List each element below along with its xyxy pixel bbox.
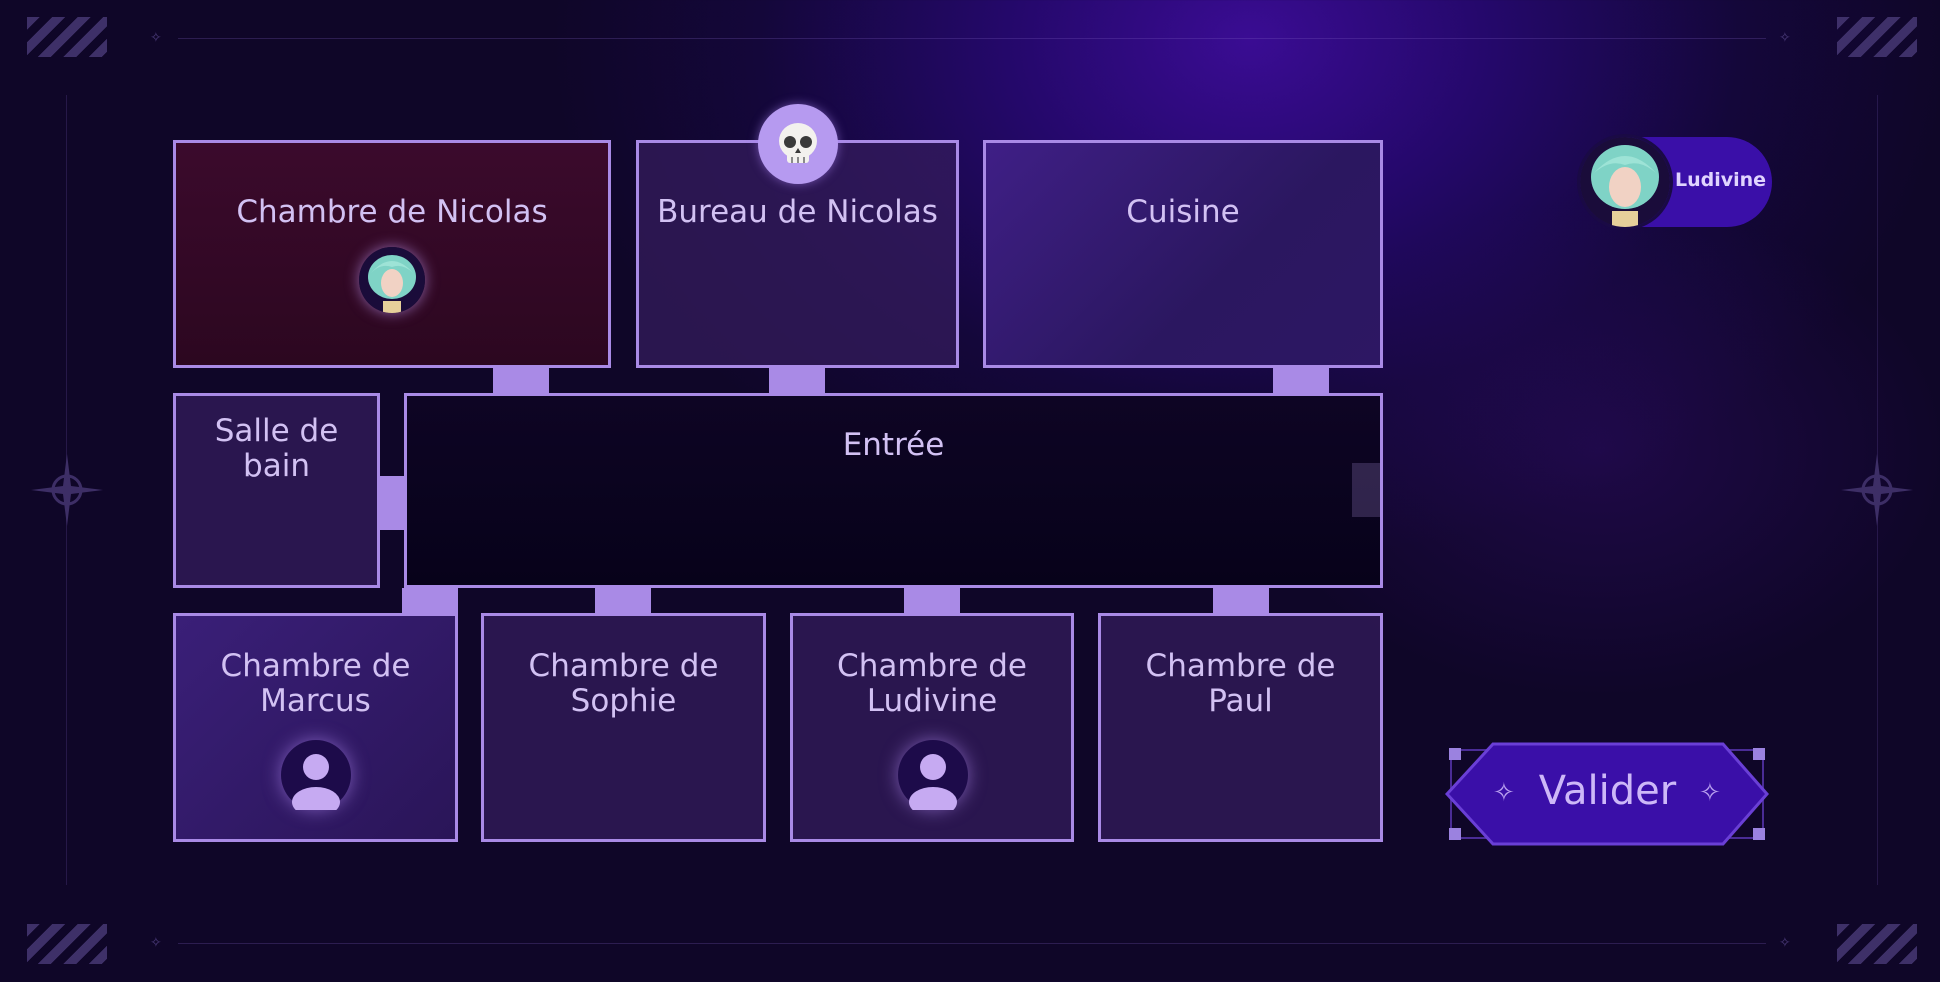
corner-stripes-top-right [1837, 17, 1917, 57]
room-label: Chambre de Paul [1101, 649, 1380, 719]
room-label-line: Ludivine [866, 683, 998, 719]
room-entree[interactable]: Entrée [404, 393, 1383, 588]
room-chambre-paul[interactable]: Chambre de Paul [1098, 613, 1383, 842]
room-label: Entrée [842, 427, 945, 463]
user-icon [292, 754, 340, 817]
player-name: Ludivine [1675, 169, 1767, 191]
sparkle-icon: ✧ [1493, 778, 1515, 808]
room-cuisine[interactable]: Cuisine [983, 140, 1383, 368]
corner-star-icon: ✧ [150, 30, 162, 46]
skull-icon [779, 123, 817, 163]
room-label-line: Chambre de [220, 648, 411, 684]
room-label-line: Salle de [214, 413, 339, 449]
corner-star-icon: ✧ [1779, 30, 1791, 46]
corner-star-icon: ✧ [1779, 935, 1791, 951]
user-icon [909, 754, 957, 817]
room-label: Chambre de Sophie [484, 649, 763, 719]
player-avatar [1580, 137, 1670, 227]
sparkle-icon: ✧ [1699, 778, 1721, 808]
player-placeholder [898, 740, 968, 817]
room-label-line: Sophie [570, 683, 677, 719]
corner-stripes-top-left [27, 17, 107, 57]
corner-stripes-bottom-right [1837, 924, 1917, 964]
room-chambre-nicolas[interactable]: Chambre de Nicolas [173, 140, 611, 368]
validate-button-frame [1445, 742, 1769, 846]
room-label-line: Chambre de [1145, 648, 1336, 684]
room-chambre-marcus[interactable]: Chambre de Marcus [173, 613, 458, 842]
room-label-line: Marcus [260, 683, 371, 719]
room-chambre-ludivine[interactable]: Chambre de Ludivine [790, 613, 1074, 842]
room-label-line: bain [243, 448, 310, 484]
door [378, 476, 406, 530]
validate-button[interactable]: ✧ ✧ Valider [1445, 742, 1770, 847]
room-label: Chambre de Ludivine [793, 649, 1071, 719]
skull-badge [758, 104, 838, 184]
room-label: Salle de bain [176, 414, 377, 484]
top-frame-line [178, 38, 1766, 39]
room-label: Cuisine [1126, 194, 1240, 230]
room-label-line: Chambre de [528, 648, 719, 684]
room-label-line: Paul [1208, 683, 1273, 719]
room-salle-de-bain[interactable]: Salle de bain [173, 393, 380, 588]
door [402, 588, 458, 613]
corner-stripes-bottom-left [27, 924, 107, 964]
door [1273, 368, 1329, 394]
door [493, 368, 549, 394]
room-label: Chambre de Nicolas [236, 194, 548, 230]
bottom-frame-line [178, 943, 1766, 944]
door [1213, 588, 1269, 613]
compass-ornament-icon [31, 454, 103, 526]
room-label: Bureau de Nicolas [657, 194, 938, 230]
compass-ornament-icon [1841, 454, 1913, 526]
door [769, 368, 825, 394]
corner-star-icon: ✧ [150, 935, 162, 951]
validate-button-label: Valider [1538, 768, 1677, 814]
character-avatar [359, 247, 425, 313]
room-label: Chambre de Marcus [176, 649, 455, 719]
door [595, 588, 651, 613]
door [1352, 463, 1380, 517]
room-label-line: Chambre de [837, 648, 1027, 684]
door [904, 588, 960, 613]
room-chambre-sophie[interactable]: Chambre de Sophie [481, 613, 766, 842]
player-placeholder [281, 740, 351, 817]
